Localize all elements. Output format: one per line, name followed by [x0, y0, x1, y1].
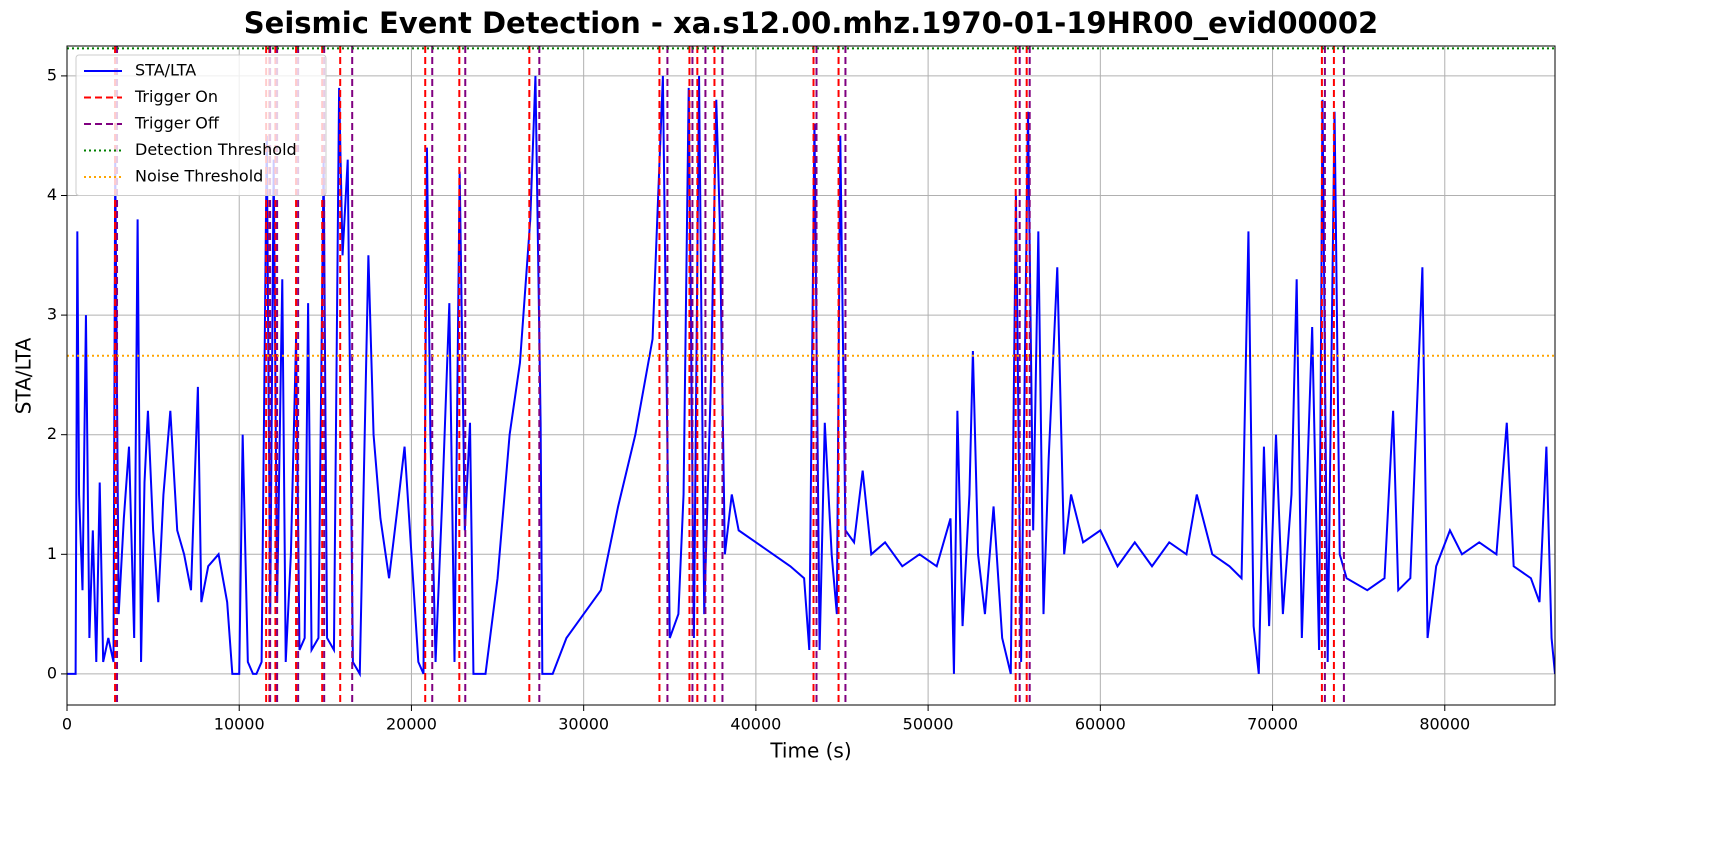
y-tick-label: 1 — [47, 544, 57, 563]
legend-box — [75, 54, 327, 196]
y-tick-label: 0 — [47, 663, 57, 682]
x-tick-label: 30000 — [558, 715, 609, 734]
y-tick-label: 3 — [47, 305, 57, 324]
legend-label: Detection Threshold — [135, 140, 297, 159]
x-tick-label: 60000 — [1075, 715, 1126, 734]
x-tick-label: 70000 — [1247, 715, 1298, 734]
y-tick-label: 2 — [47, 424, 57, 443]
x-tick-label: 50000 — [903, 715, 954, 734]
x-axis-label: Time (s) — [769, 739, 851, 763]
plot-area — [67, 46, 1555, 705]
legend-label: Trigger On — [134, 87, 218, 106]
y-tick-label: 4 — [47, 185, 57, 204]
legend-label: STA/LTA — [135, 61, 196, 80]
plot-frame — [66, 45, 1556, 706]
x-tick-label: 0 — [62, 715, 72, 734]
chart-title: Seismic Event Detection - xa.s12.00.mhz.… — [244, 6, 1378, 40]
x-tick-label: 10000 — [214, 715, 265, 734]
y-axis-label: STA/LTA — [12, 337, 36, 414]
legend-label: Noise Threshold — [135, 167, 263, 186]
sta-lta-line — [67, 75, 1555, 678]
y-tick-label: 5 — [47, 65, 57, 84]
legend-label: Trigger Off — [134, 114, 220, 133]
x-tick-label: 20000 — [386, 715, 437, 734]
x-tick-label: 80000 — [1419, 715, 1470, 734]
x-tick-label: 40000 — [730, 715, 781, 734]
